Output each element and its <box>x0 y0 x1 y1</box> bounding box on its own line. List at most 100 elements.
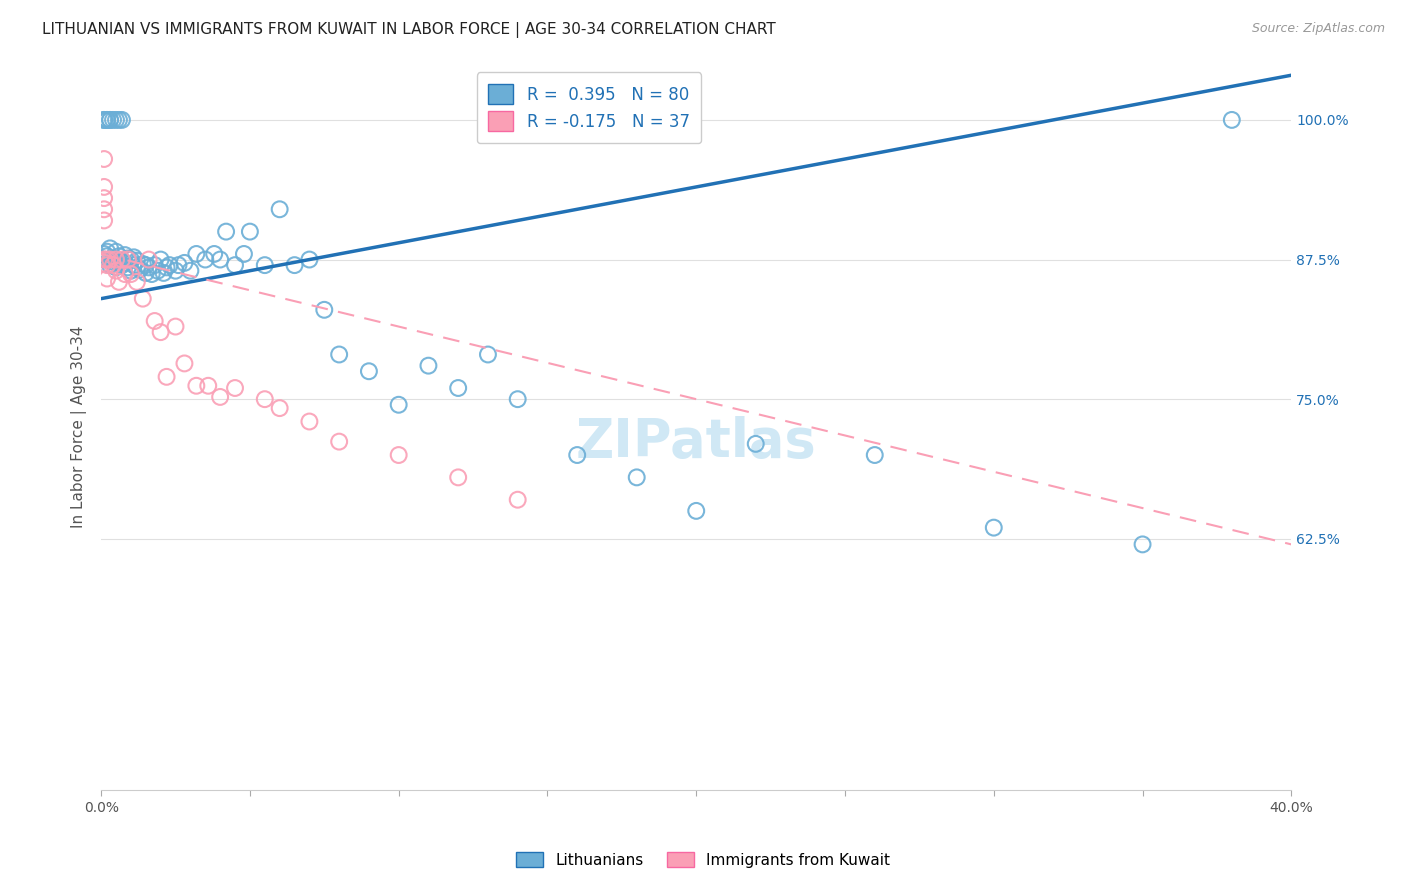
Point <box>447 470 470 484</box>
Point <box>108 249 131 263</box>
Point <box>93 191 115 205</box>
Point <box>96 112 118 127</box>
Point <box>328 434 350 449</box>
Point <box>93 213 115 227</box>
Point <box>105 112 128 127</box>
Point <box>269 401 291 416</box>
Point <box>93 247 115 261</box>
Point <box>506 392 529 407</box>
Point <box>96 271 118 285</box>
Point <box>93 202 115 217</box>
Point <box>98 241 121 255</box>
Point <box>209 252 232 267</box>
Point <box>111 252 134 267</box>
Point <box>132 292 155 306</box>
Point <box>138 260 160 275</box>
Point <box>328 347 350 361</box>
Point <box>186 378 208 392</box>
Point <box>298 252 321 267</box>
Point <box>685 504 707 518</box>
Legend: R =  0.395   N = 80, R = -0.175   N = 37: R = 0.395 N = 80, R = -0.175 N = 37 <box>477 72 702 143</box>
Point <box>93 180 115 194</box>
Point <box>141 267 163 281</box>
Point <box>388 448 411 462</box>
Point <box>125 260 148 275</box>
Point <box>253 392 276 407</box>
Point <box>152 266 174 280</box>
Point <box>149 252 172 267</box>
Point <box>298 415 321 429</box>
Point <box>167 258 190 272</box>
Point <box>506 492 529 507</box>
Point <box>143 314 166 328</box>
Point <box>98 252 121 267</box>
Point <box>96 258 118 272</box>
Point <box>983 521 1005 535</box>
Point <box>135 258 157 272</box>
Point <box>93 112 115 127</box>
Point <box>120 263 142 277</box>
Point <box>117 252 139 267</box>
Y-axis label: In Labor Force | Age 30-34: In Labor Force | Age 30-34 <box>72 326 87 528</box>
Point <box>98 112 121 127</box>
Point <box>101 112 124 127</box>
Point <box>745 437 768 451</box>
Point <box>209 390 232 404</box>
Text: LITHUANIAN VS IMMIGRANTS FROM KUWAIT IN LABOR FORCE | AGE 30-34 CORRELATION CHAR: LITHUANIAN VS IMMIGRANTS FROM KUWAIT IN … <box>42 22 776 38</box>
Point <box>146 263 169 277</box>
Point <box>215 225 238 239</box>
Point <box>314 302 336 317</box>
Point <box>105 252 128 267</box>
Point <box>96 244 118 259</box>
Point <box>388 398 411 412</box>
Point <box>108 112 131 127</box>
Point <box>108 256 131 270</box>
Point <box>173 356 195 370</box>
Point <box>114 256 136 270</box>
Point <box>1132 537 1154 551</box>
Point <box>197 378 219 392</box>
Point <box>93 252 115 267</box>
Point <box>165 319 187 334</box>
Point <box>224 381 246 395</box>
Text: Source: ZipAtlas.com: Source: ZipAtlas.com <box>1251 22 1385 36</box>
Point <box>98 252 121 267</box>
Point <box>105 252 128 267</box>
Point <box>135 266 157 280</box>
Point <box>165 263 187 277</box>
Point <box>149 325 172 339</box>
Point <box>108 275 131 289</box>
Point <box>96 252 118 267</box>
Point <box>114 248 136 262</box>
Text: ZIPatlas: ZIPatlas <box>576 416 817 467</box>
Point <box>128 262 150 277</box>
Legend: Lithuanians, Immigrants from Kuwait: Lithuanians, Immigrants from Kuwait <box>508 844 898 875</box>
Point <box>626 470 648 484</box>
Point <box>125 275 148 289</box>
Point <box>117 260 139 275</box>
Point <box>239 225 262 239</box>
Point <box>101 258 124 272</box>
Point <box>155 369 177 384</box>
Point <box>447 381 470 395</box>
Point <box>96 112 118 127</box>
Point <box>105 244 128 259</box>
Point <box>117 252 139 266</box>
Point <box>120 252 142 267</box>
Point <box>173 256 195 270</box>
Point <box>105 260 128 275</box>
Point <box>253 258 276 272</box>
Point <box>93 252 115 267</box>
Point <box>122 250 145 264</box>
Point <box>120 267 142 281</box>
Point <box>125 253 148 268</box>
Point <box>1220 112 1243 127</box>
Point <box>143 258 166 272</box>
Point <box>159 258 181 272</box>
Point <box>132 257 155 271</box>
Point <box>155 260 177 275</box>
Point <box>202 247 225 261</box>
Point <box>477 347 499 361</box>
Point <box>101 254 124 268</box>
Point <box>567 448 589 462</box>
